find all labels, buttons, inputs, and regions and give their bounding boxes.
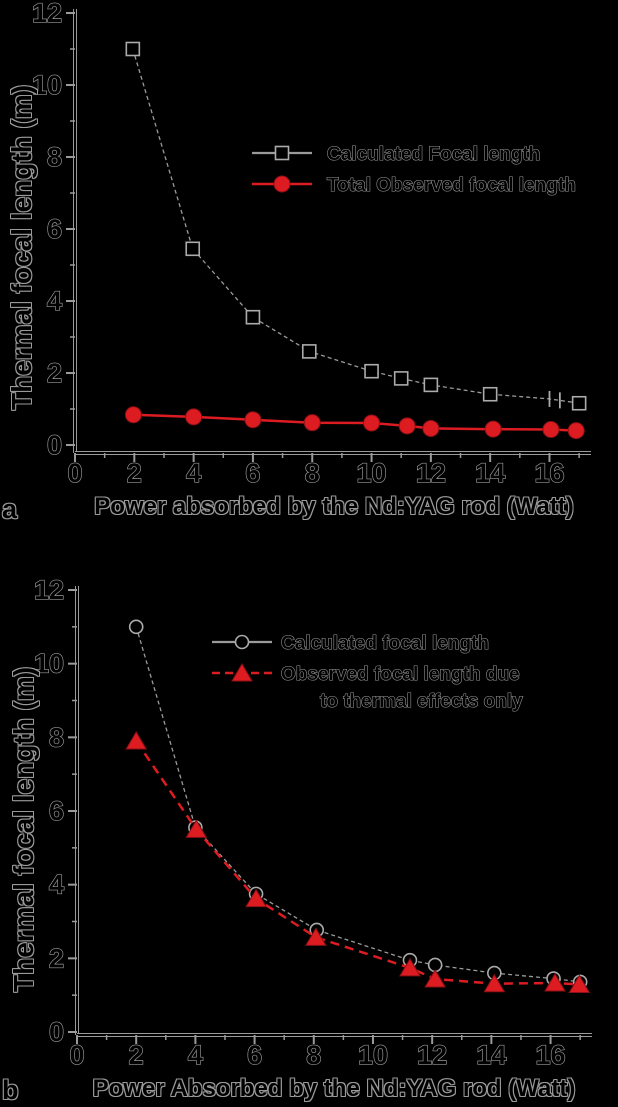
square-marker xyxy=(125,41,141,57)
triangle-marker xyxy=(568,974,591,993)
series-calculated xyxy=(125,41,587,411)
y-tick-label: 6 xyxy=(49,796,64,826)
x-tick-label: 16 xyxy=(536,1040,566,1070)
x-tick-label: 14 xyxy=(475,458,505,488)
triangle-marker xyxy=(304,927,327,946)
y-tick-label: 0 xyxy=(47,430,62,460)
square-marker xyxy=(245,309,261,325)
y-tick-label: 10 xyxy=(32,70,62,100)
series-observed xyxy=(124,406,585,440)
circle-marker xyxy=(567,422,585,440)
axes xyxy=(73,9,591,455)
y-tick-label: 12 xyxy=(34,575,64,605)
triangle-marker xyxy=(483,973,506,993)
legend-label: Calculated Focal length xyxy=(327,144,540,165)
square-marker xyxy=(274,145,290,161)
legend-item: Calculated Focal length xyxy=(252,143,541,166)
y-tick-label: 2 xyxy=(47,358,62,388)
triangle-marker xyxy=(245,888,267,908)
square-marker xyxy=(571,395,587,411)
legend-item: Calculated focal length xyxy=(212,632,490,655)
triangle-marker xyxy=(424,968,447,988)
circle-marker xyxy=(484,420,502,438)
triangle-marker xyxy=(185,819,208,838)
legend: Calculated Focal length Total Observed fo… xyxy=(252,143,576,197)
x-tick-label: 6 xyxy=(247,1040,262,1070)
series-line xyxy=(133,413,577,432)
y-tick-label: 6 xyxy=(47,214,62,244)
series-line xyxy=(135,626,581,983)
y-tick-label: 8 xyxy=(49,722,64,752)
series-line xyxy=(132,48,580,404)
circle-marker xyxy=(234,634,250,650)
chart-panel-a: 0 2 4 6 8 10 12 14 16 0 2 4 6 8 10 12 Calculated Focal l… xyxy=(0,0,618,553)
square-marker xyxy=(301,344,317,359)
y-tick-label: 10 xyxy=(34,649,64,679)
x-tick-label: 4 xyxy=(188,1040,203,1070)
series-observed xyxy=(125,731,591,993)
x-tick-label: 0 xyxy=(69,1040,84,1070)
circle-marker xyxy=(185,408,203,426)
x-tick-label: 10 xyxy=(358,1040,388,1070)
chart-panel-b: 0 2 4 6 8 10 12 14 16 0 2 4 6 8 10 12 Calculated focal l… xyxy=(0,553,618,1107)
x-axis-ticks: 0 2 4 6 8 10 12 14 16 xyxy=(67,453,580,489)
triangle-marker xyxy=(399,957,421,977)
circle-marker xyxy=(303,414,321,432)
x-tick-label: 6 xyxy=(245,458,260,488)
legend-label: Observed focal length due xyxy=(281,664,520,685)
panel-letter-b: b xyxy=(2,1075,19,1105)
square-marker xyxy=(364,363,379,379)
legend-label: Calculated focal length xyxy=(281,633,489,654)
legend-item: Total Observed focal length xyxy=(252,174,576,197)
y-axis-title-b: Thermal focal length (m) xyxy=(8,666,39,992)
x-tick-label: 12 xyxy=(416,458,446,488)
y-axis-ticks: 0 2 4 6 8 10 12 xyxy=(31,0,75,461)
x-tick-label: 4 xyxy=(186,458,201,488)
x-axis-ticks: 0 2 4 6 8 10 12 14 16 xyxy=(69,1035,581,1071)
x-tick-label: 14 xyxy=(476,1040,506,1070)
x-axis-title-a: Power absorbed by the Nd:YAG rod (Watt) xyxy=(94,493,574,520)
chart-b-canvas: 0 2 4 6 8 10 12 14 16 0 2 4 6 8 10 12 Calculated focal l… xyxy=(33,574,592,1071)
y-tick-label: 4 xyxy=(49,870,64,900)
circle-marker xyxy=(422,419,440,437)
circle-marker xyxy=(273,175,291,193)
circle-marker xyxy=(244,411,262,429)
y-tick-label: 12 xyxy=(32,0,62,28)
triangle-marker xyxy=(231,663,253,682)
x-tick-label: 2 xyxy=(127,458,142,488)
x-tick-label: 16 xyxy=(534,458,564,488)
y-axis-title-a: Thermal focal length (m) xyxy=(6,84,37,410)
panel-letter-a: a xyxy=(2,494,18,524)
x-axis-title-b: Power Absorbed by the Nd:YAG rod (Watt) xyxy=(92,1075,576,1102)
y-tick-label: 0 xyxy=(49,1017,64,1047)
legend: Calculated focal length Observed focal le… xyxy=(212,632,524,713)
legend-label: to thermal effects only xyxy=(320,691,523,712)
y-tick-label: 2 xyxy=(49,943,64,973)
x-tick-label: 8 xyxy=(306,1040,321,1070)
legend-label: Total Observed focal length xyxy=(327,175,576,196)
x-tick-label: 8 xyxy=(305,458,320,488)
x-tick-label: 2 xyxy=(129,1040,144,1070)
square-marker xyxy=(423,377,439,393)
x-tick-label: 10 xyxy=(357,458,387,488)
circle-marker xyxy=(398,417,416,435)
square-marker xyxy=(393,371,409,386)
chart-a-canvas: 0 2 4 6 8 10 12 14 16 0 2 4 6 8 10 12 Calculated Focal l… xyxy=(31,0,591,489)
y-axis-ticks: 0 2 4 6 8 10 12 xyxy=(33,574,77,1048)
circle-marker xyxy=(542,421,560,439)
y-tick-label: 4 xyxy=(47,286,62,316)
triangle-marker xyxy=(125,731,148,750)
legend-item: Observed focal length due to thermal effe… xyxy=(212,663,524,713)
square-marker xyxy=(185,241,201,257)
circle-marker xyxy=(363,414,381,432)
circle-marker xyxy=(124,406,142,424)
x-tick-label: 12 xyxy=(417,1040,447,1070)
x-tick-label: 0 xyxy=(67,458,82,488)
square-marker xyxy=(482,386,498,402)
circle-marker xyxy=(128,619,144,635)
triangle-marker xyxy=(544,973,566,992)
y-tick-label: 8 xyxy=(47,142,62,172)
series-line xyxy=(135,740,580,986)
